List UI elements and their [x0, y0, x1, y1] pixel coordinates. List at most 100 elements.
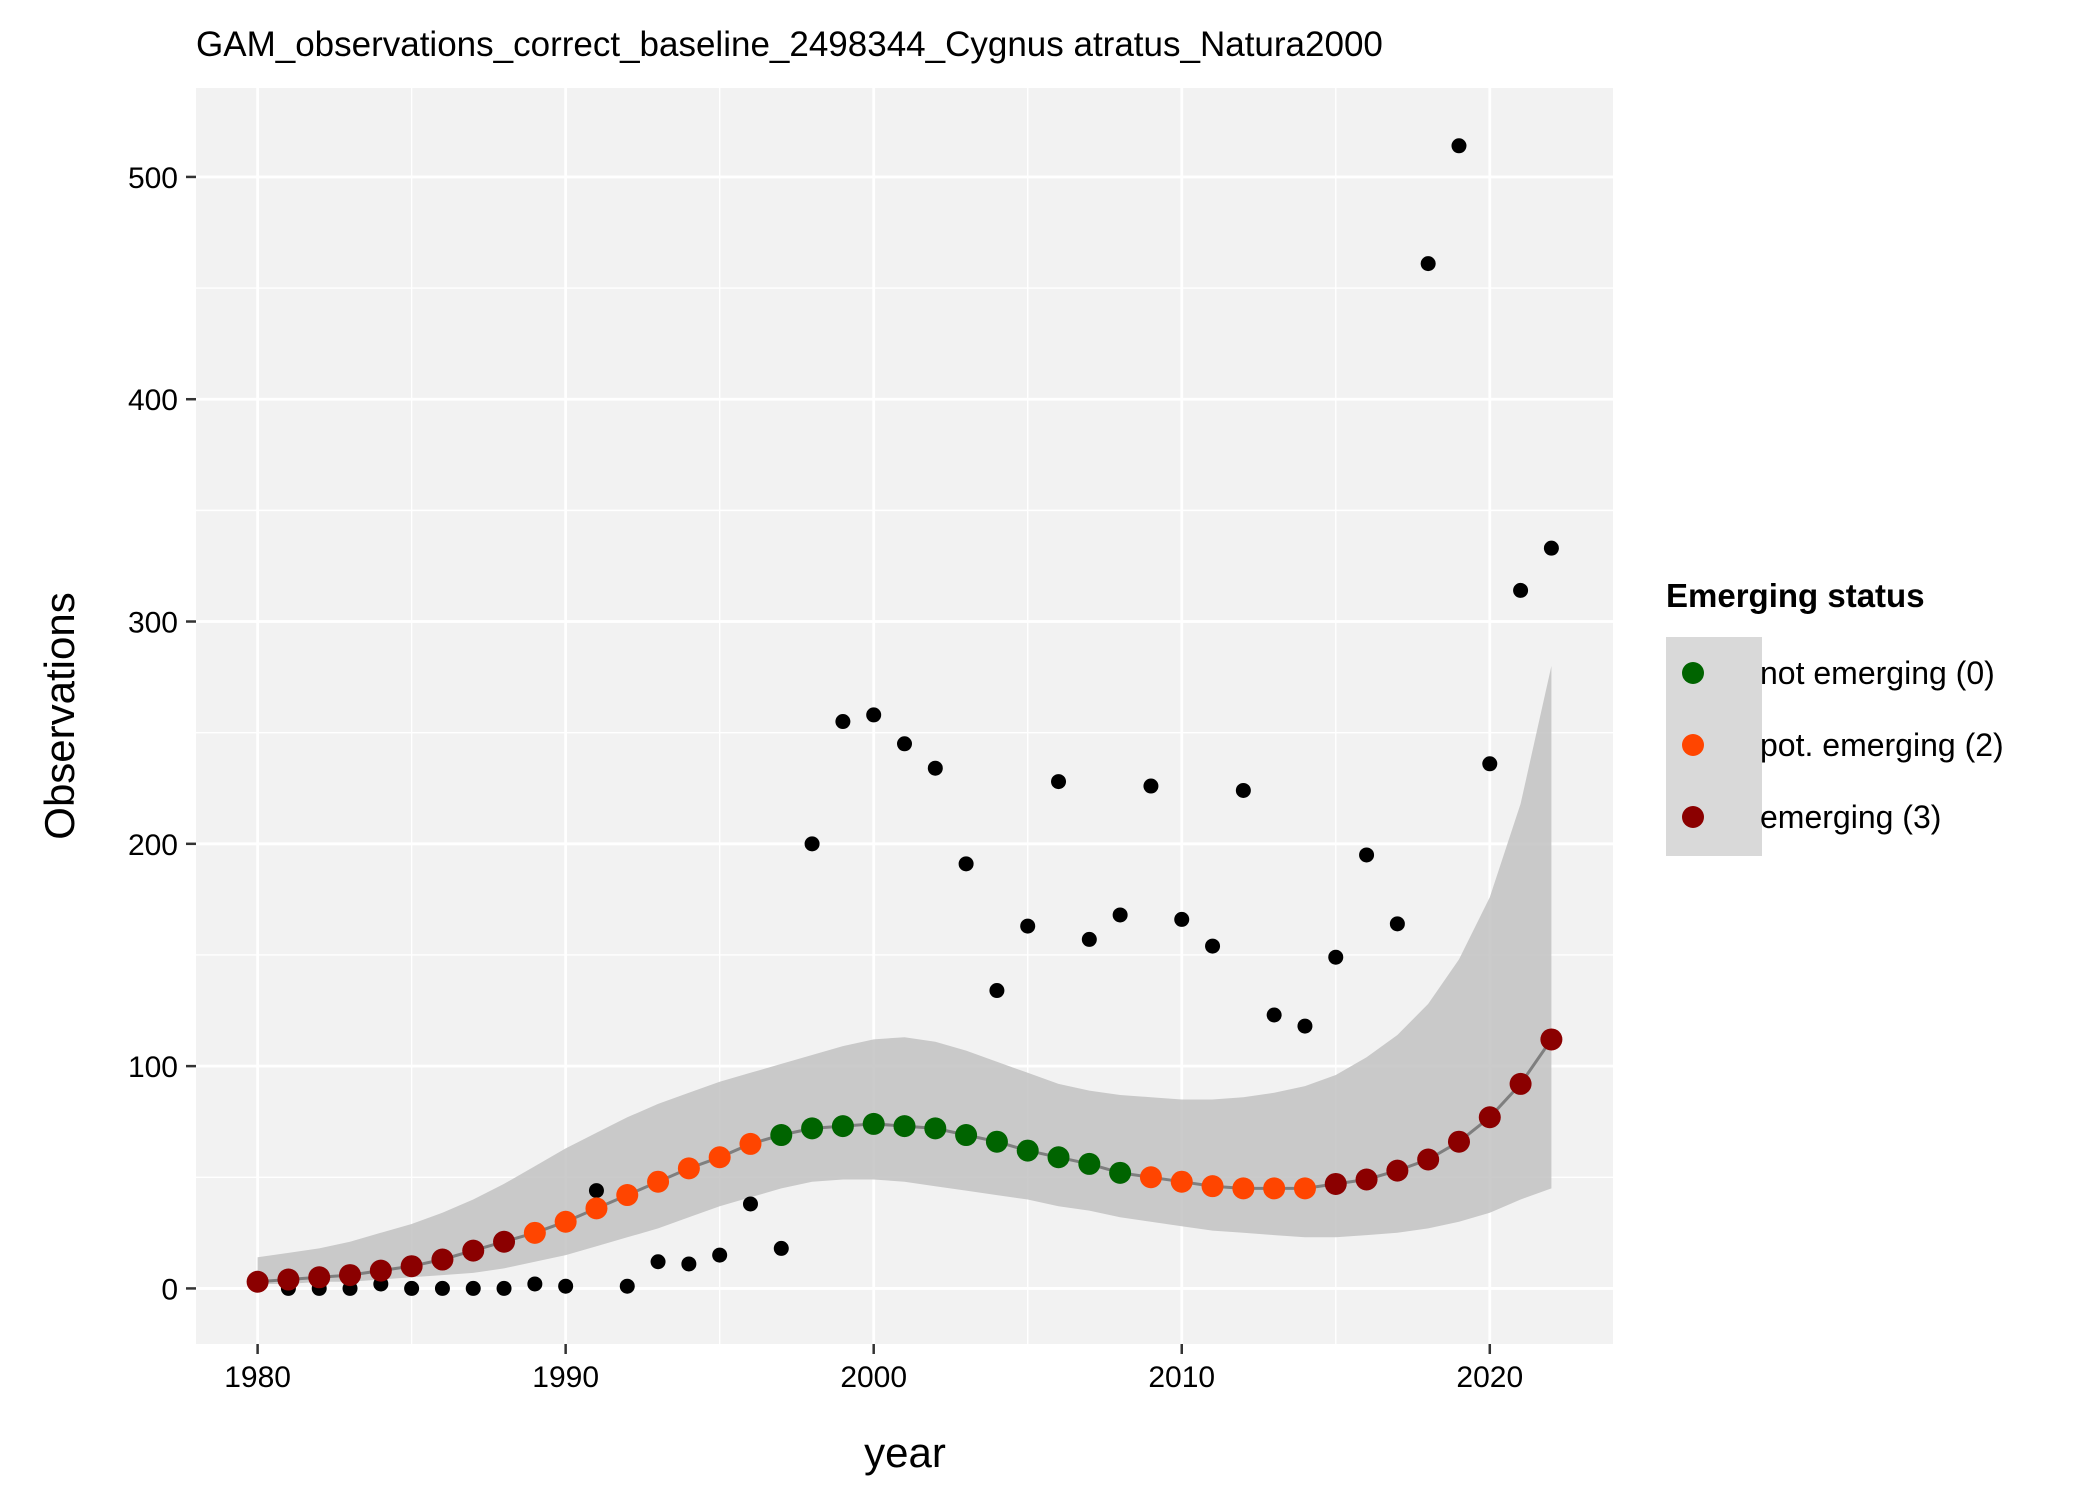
y-tick-label: 200: [128, 829, 178, 862]
fit-point: [985, 1130, 1008, 1153]
observed-point: [1051, 774, 1067, 790]
legend-label: not emerging (0): [1760, 655, 1995, 691]
fit-point: [431, 1248, 454, 1271]
legend-label: pot. emerging (2): [1760, 727, 2004, 763]
fit-point: [770, 1124, 793, 1147]
observed-point: [1174, 911, 1190, 927]
y-tick-label: 100: [128, 1051, 178, 1084]
observed-point: [1451, 138, 1467, 154]
fit-point: [677, 1157, 700, 1180]
observed-point: [588, 1183, 604, 1199]
observed-point: [1513, 582, 1529, 598]
fit-point: [924, 1117, 947, 1140]
fit-point: [1109, 1161, 1132, 1184]
fit-point: [708, 1146, 731, 1169]
y-tick-label: 500: [128, 162, 178, 195]
x-tick-label: 2020: [1456, 1361, 1523, 1394]
legend-key-dot: [1682, 734, 1704, 756]
fit-point: [1324, 1172, 1347, 1195]
fit-point: [585, 1197, 608, 1220]
x-axis: 1980 1990 2000 2010 2020: [224, 1344, 1523, 1394]
y-axis-label: Observations: [36, 592, 83, 839]
fit-point: [647, 1170, 670, 1193]
legend-key-dot: [1682, 662, 1704, 684]
observed-point: [804, 836, 820, 852]
x-axis-label: year: [864, 1429, 946, 1476]
observed-point: [742, 1196, 758, 1212]
observed-point: [434, 1280, 450, 1296]
observed-point: [866, 707, 882, 723]
fit-point: [1263, 1177, 1286, 1200]
observed-point: [1420, 256, 1436, 272]
fit-point: [308, 1266, 331, 1289]
observed-point: [1205, 938, 1221, 954]
fit-point: [1478, 1106, 1501, 1129]
fit-point: [616, 1184, 639, 1207]
observed-point: [681, 1256, 697, 1272]
observed-point: [1482, 756, 1498, 772]
observed-point: [927, 760, 943, 776]
observed-point: [1359, 847, 1375, 863]
observed-point: [619, 1278, 635, 1294]
fit-point: [277, 1268, 300, 1291]
observed-point: [773, 1240, 789, 1256]
fit-point: [801, 1117, 824, 1140]
fit-point: [339, 1264, 362, 1287]
observed-point: [897, 736, 912, 752]
fit-point: [1386, 1159, 1409, 1182]
x-tick-label: 1980: [224, 1361, 291, 1394]
observed-point: [1020, 918, 1036, 934]
fit-point: [1016, 1139, 1039, 1162]
fit-point: [1139, 1166, 1162, 1189]
fit-point: [1355, 1168, 1378, 1191]
fit-point: [831, 1115, 854, 1138]
fit-point: [1540, 1028, 1563, 1051]
observed-point: [1543, 540, 1559, 556]
fit-points: [246, 1028, 1563, 1293]
fit-point: [246, 1270, 269, 1293]
grid-major: [196, 88, 1613, 1344]
fit-point: [1201, 1175, 1224, 1198]
fit-point: [462, 1239, 485, 1262]
legend-key-dot: [1682, 806, 1704, 828]
y-tick-label: 300: [128, 607, 178, 640]
fit-point: [1078, 1152, 1101, 1175]
observed-point: [1328, 949, 1344, 965]
legend-title: Emerging status: [1666, 577, 1925, 614]
observed-point: [835, 714, 851, 730]
observed-point: [404, 1280, 420, 1296]
fit-point: [955, 1124, 978, 1147]
fit-point: [1293, 1177, 1316, 1200]
legend-entries: not emerging (0) pot. emerging (2) emergin…: [1682, 655, 2004, 835]
observed-point: [1297, 1018, 1313, 1034]
fit-point: [554, 1210, 577, 1233]
observed-point: [958, 856, 974, 872]
legend-key-background: [1666, 637, 1762, 856]
observed-point: [465, 1280, 481, 1296]
observed-point: [1235, 782, 1251, 798]
fit-point: [1170, 1170, 1193, 1193]
fit-point: [1232, 1177, 1255, 1200]
confidence-ribbon: [257, 666, 1552, 1284]
observed-point: [558, 1278, 574, 1294]
y-tick-label: 400: [128, 384, 178, 417]
x-tick-label: 1990: [532, 1361, 599, 1394]
fit-point: [493, 1230, 516, 1253]
observed-point: [1143, 778, 1159, 794]
chart-title: GAM_observations_correct_baseline_249834…: [196, 25, 1383, 64]
observed-point: [712, 1247, 728, 1263]
fit-point: [862, 1112, 885, 1135]
y-axis: 0 100 200 300 400 500: [128, 162, 196, 1306]
grid-minor: [196, 88, 1613, 1344]
observed-point: [496, 1280, 512, 1296]
fit-point: [369, 1259, 392, 1282]
observed-point: [1266, 1007, 1282, 1023]
observed-point: [989, 983, 1005, 999]
fit-point: [1417, 1148, 1440, 1171]
legend-label: emerging (3): [1760, 799, 1941, 835]
legend: Emerging status not emerging (0) pot. eme…: [1666, 577, 2004, 856]
x-tick-label: 2010: [1148, 1361, 1215, 1394]
observed-point: [527, 1276, 543, 1292]
y-tick-label: 0: [161, 1273, 178, 1306]
